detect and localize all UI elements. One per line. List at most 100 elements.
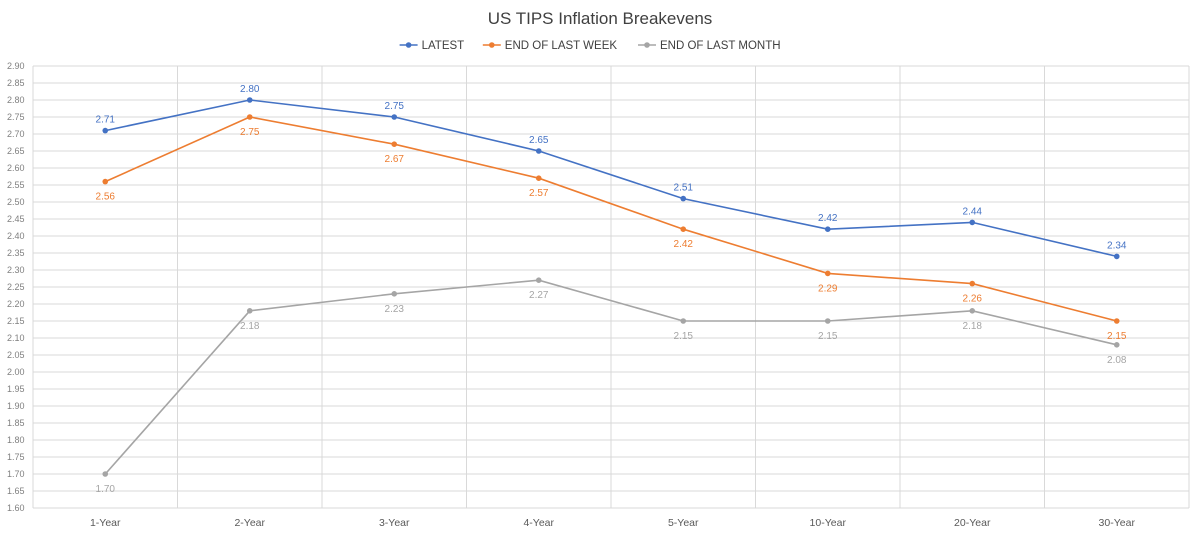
y-tick-label: 1.90	[7, 401, 25, 411]
series-line	[105, 99, 1117, 258]
y-tick-label: 2.75	[7, 112, 25, 122]
y-tick-label: 2.85	[7, 78, 25, 88]
data-point	[535, 175, 542, 181]
data-label: 1.70	[96, 484, 116, 495]
legend-marker	[405, 42, 412, 48]
data-label: 2.56	[96, 192, 116, 203]
data-point	[535, 148, 542, 154]
data-label: 2.34	[1107, 240, 1127, 251]
data-point	[246, 308, 253, 314]
y-tick-label: 2.70	[7, 129, 25, 139]
data-point	[824, 270, 831, 277]
legend-label: END OF LAST WEEK	[505, 40, 618, 52]
y-tick-label: 2.60	[7, 163, 25, 173]
data-label: 2.42	[818, 213, 838, 224]
data-point	[680, 226, 687, 232]
x-axis-ticks: 1-Year 2-Year 3-Year 4-Year 5-Year 10-Year 20-…	[90, 517, 1135, 529]
legend-marker	[644, 42, 650, 48]
y-tick-label: 2.35	[7, 248, 25, 258]
y-tick-label: 1.80	[7, 435, 25, 445]
data-label: 2.65	[529, 135, 549, 146]
x-tick-label: 30-Year	[1099, 517, 1136, 529]
data-label: 2.15	[818, 331, 838, 342]
y-tick-label: 1.65	[7, 486, 25, 496]
legend-item: LATEST	[399, 40, 465, 52]
data-label: 2.29	[818, 283, 838, 294]
data-point	[1113, 253, 1120, 260]
y-tick-label: 2.25	[7, 282, 25, 292]
data-label: 2.42	[674, 239, 694, 250]
y-tick-label: 2.05	[7, 350, 25, 360]
y-tick-label: 2.80	[7, 95, 25, 105]
data-point	[102, 178, 109, 185]
data-label: 2.67	[385, 154, 405, 165]
legend-marker	[489, 42, 495, 48]
y-tick-label: 2.20	[7, 299, 25, 309]
y-tick-label: 1.95	[7, 384, 25, 394]
y-tick-label: 2.65	[7, 146, 25, 156]
data-point	[969, 280, 976, 287]
legend-label: LATEST	[422, 40, 465, 52]
x-tick-label: 2-Year	[234, 517, 265, 529]
y-tick-label: 1.70	[7, 469, 25, 479]
data-label: 2.71	[96, 115, 116, 126]
data-label: 2.08	[1107, 355, 1127, 366]
x-tick-label: 3-Year	[379, 517, 410, 529]
y-tick-label: 2.10	[7, 333, 25, 343]
y-tick-label: 2.00	[7, 367, 25, 377]
data-point	[246, 97, 253, 103]
legend-item: END OF LAST MONTH	[638, 40, 781, 52]
data-point	[1113, 342, 1120, 348]
data-label: 2.23	[385, 304, 405, 315]
data-label: 2.75	[240, 127, 260, 138]
data-point	[102, 471, 109, 477]
data-point	[391, 291, 398, 297]
series-line	[104, 116, 1118, 322]
y-tick-label: 2.90	[7, 61, 25, 71]
data-label: 2.18	[240, 321, 260, 332]
y-tick-label: 1.75	[7, 452, 25, 462]
data-labels: 2.71 2.80 2.75 2.65 2.51 2.42 2.44 2.34 2.56 2.75…	[96, 84, 1127, 495]
y-tick-label: 1.85	[7, 418, 25, 428]
data-point	[246, 114, 253, 120]
data-label: 2.18	[963, 321, 983, 332]
x-tick-label: 20-Year	[954, 517, 991, 529]
x-tick-label: 5-Year	[668, 517, 699, 529]
x-tick-label: 10-Year	[810, 517, 847, 529]
data-label: 2.57	[529, 188, 549, 199]
data-label: 2.44	[963, 206, 983, 217]
data-label: 2.15	[1107, 331, 1127, 342]
data-label: 2.51	[674, 183, 694, 194]
x-tick-label: 4-Year	[523, 517, 554, 529]
series-line	[104, 279, 1117, 475]
data-point	[969, 308, 976, 314]
y-tick-label: 2.15	[7, 316, 25, 326]
y-tick-label: 2.50	[7, 197, 25, 207]
data-point	[535, 277, 542, 284]
y-tick-label: 2.30	[7, 265, 25, 275]
data-point	[102, 127, 109, 134]
data-point	[824, 226, 831, 232]
y-tick-label: 2.55	[7, 180, 25, 190]
data-point	[680, 318, 687, 324]
data-point	[391, 141, 398, 147]
data-label: 2.27	[529, 290, 549, 301]
data-label: 2.15	[674, 331, 694, 342]
grid	[32, 65, 1190, 509]
data-point	[824, 318, 831, 324]
y-tick-label: 2.45	[7, 214, 25, 224]
legend-item: END OF LAST WEEK	[482, 40, 618, 52]
data-label: 2.80	[240, 84, 260, 95]
chart-title: US TIPS Inflation Breakevens	[488, 9, 713, 28]
data-label: 2.75	[385, 101, 405, 112]
legend-label: END OF LAST MONTH	[660, 40, 781, 52]
data-point	[1113, 318, 1120, 324]
data-point	[969, 219, 976, 226]
y-tick-label: 1.60	[7, 503, 25, 513]
data-label: 2.26	[963, 294, 983, 305]
legend: LATEST END OF LAST WEEK END OF LAST MONTH	[399, 40, 781, 52]
data-point	[680, 195, 687, 202]
x-tick-label: 1-Year	[90, 517, 121, 529]
y-tick-label: 2.40	[7, 231, 25, 241]
